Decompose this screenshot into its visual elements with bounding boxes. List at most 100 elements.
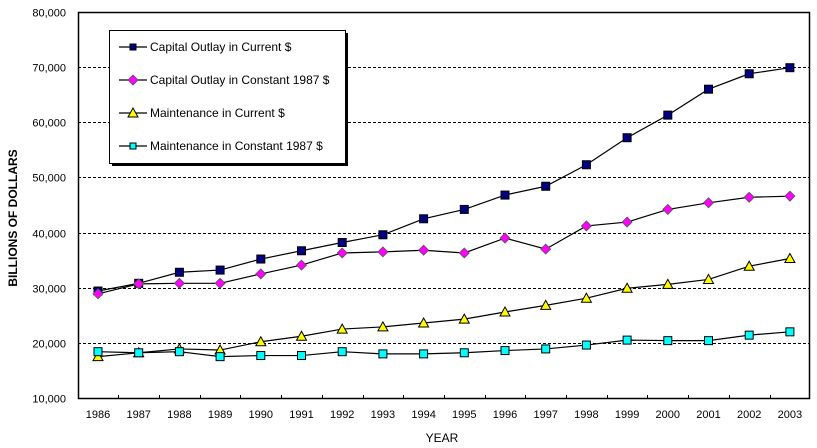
data-point	[295, 259, 308, 271]
data-point	[581, 340, 591, 350]
data-point	[92, 288, 104, 300]
x-tick-label: 2003	[778, 409, 802, 421]
data-point	[256, 254, 266, 264]
legend-marker	[129, 142, 137, 150]
plot-area-border	[77, 11, 811, 400]
data-point	[621, 282, 633, 293]
data-point	[419, 349, 429, 359]
data-point	[622, 335, 632, 345]
legend-item: Capital Outlay in Constant 1987 $	[119, 73, 330, 87]
data-point	[743, 191, 755, 203]
data-point	[499, 305, 511, 317]
data-point	[499, 232, 511, 244]
data-point	[702, 273, 715, 284]
x-tick-label: 1993	[371, 409, 395, 421]
data-point	[336, 323, 349, 334]
y-tick-label: 50,000	[32, 173, 66, 185]
data-point	[621, 216, 633, 228]
y-tick-label: 20,000	[32, 339, 66, 351]
series-line	[97, 331, 790, 358]
legend: Capital Outlay in Current $ Capital Outla…	[109, 30, 348, 166]
data-point	[540, 243, 552, 255]
data-point	[377, 320, 389, 332]
data-point	[581, 160, 591, 170]
x-tick-label: 1994	[411, 409, 435, 421]
x-tick-label: 2002	[737, 409, 761, 421]
x-axis-title: YEAR	[426, 431, 459, 445]
data-point	[256, 351, 266, 361]
legend-marker	[129, 43, 137, 51]
data-point	[255, 268, 267, 280]
data-point	[337, 237, 347, 247]
data-point	[378, 349, 388, 359]
data-point	[662, 203, 674, 215]
series-line	[97, 67, 790, 292]
data-point	[254, 335, 267, 347]
data-point	[377, 246, 389, 258]
data-point	[134, 348, 144, 358]
x-tick-label: 1987	[126, 409, 150, 421]
data-point	[215, 265, 225, 275]
legend-marker	[127, 74, 139, 86]
data-point	[784, 252, 796, 263]
legend-item: Capital Outlay in Current $	[119, 40, 292, 54]
data-point	[297, 246, 306, 256]
data-point	[419, 214, 429, 224]
data-point	[784, 190, 796, 202]
data-point	[744, 69, 754, 79]
legend-label: Capital Outlay in Constant 1987 $	[150, 73, 330, 87]
data-point	[663, 336, 673, 346]
x-tick-label: 1991	[289, 409, 313, 421]
data-point	[539, 299, 552, 310]
x-tick-label: 1995	[452, 409, 476, 421]
data-point	[702, 197, 715, 209]
legend-label: Maintenance in Current $	[150, 106, 285, 120]
data-point	[580, 292, 593, 303]
data-point	[378, 230, 388, 240]
data-point	[744, 330, 754, 340]
data-point	[541, 181, 551, 191]
data-point	[785, 327, 795, 337]
data-point	[458, 313, 471, 324]
y-axis-ticks: 10,000 20,000 30,000 40,000 50,000 60,000 70,0…	[32, 8, 66, 406]
axes	[77, 11, 811, 400]
data-point	[541, 344, 551, 354]
data-point	[704, 336, 713, 346]
x-tick-label: 1988	[167, 409, 191, 421]
legend-item: Maintenance in Constant 1987 $	[119, 139, 323, 153]
x-tick-label: 1990	[249, 409, 273, 421]
y-tick-label: 10,000	[32, 394, 66, 406]
legend-label: Maintenance in Constant 1987 $	[150, 139, 323, 153]
data-point	[214, 277, 226, 289]
y-tick-label: 80,000	[32, 8, 66, 20]
x-tick-label: 2001	[696, 409, 720, 421]
y-axis-title: BILLIONS OF DOLLARS	[6, 149, 20, 286]
data-point	[500, 190, 510, 200]
y-tick-label: 40,000	[32, 229, 66, 241]
data-point	[133, 278, 145, 290]
data-point	[663, 110, 673, 120]
legend-marker	[127, 106, 139, 118]
data-point	[500, 346, 510, 356]
y-tick-label: 70,000	[32, 63, 66, 75]
data-point	[661, 278, 674, 289]
data-point	[785, 63, 795, 73]
data-point	[418, 244, 430, 256]
series-group	[92, 63, 796, 362]
x-tick-label: 1998	[574, 409, 598, 421]
data-point	[174, 347, 184, 357]
data-point	[417, 316, 430, 328]
data-point	[459, 348, 469, 358]
data-point	[297, 351, 306, 361]
legend-box	[109, 30, 346, 164]
series-2	[92, 190, 796, 300]
x-tick-label: 1997	[533, 409, 557, 421]
data-point	[743, 260, 756, 271]
y-tick-label: 60,000	[32, 118, 66, 130]
data-point	[174, 267, 184, 277]
y-tick-label: 30,000	[32, 284, 66, 296]
x-tick-label: 1989	[208, 409, 232, 421]
legend-item: Maintenance in Current $	[119, 106, 285, 120]
data-point	[622, 133, 632, 143]
